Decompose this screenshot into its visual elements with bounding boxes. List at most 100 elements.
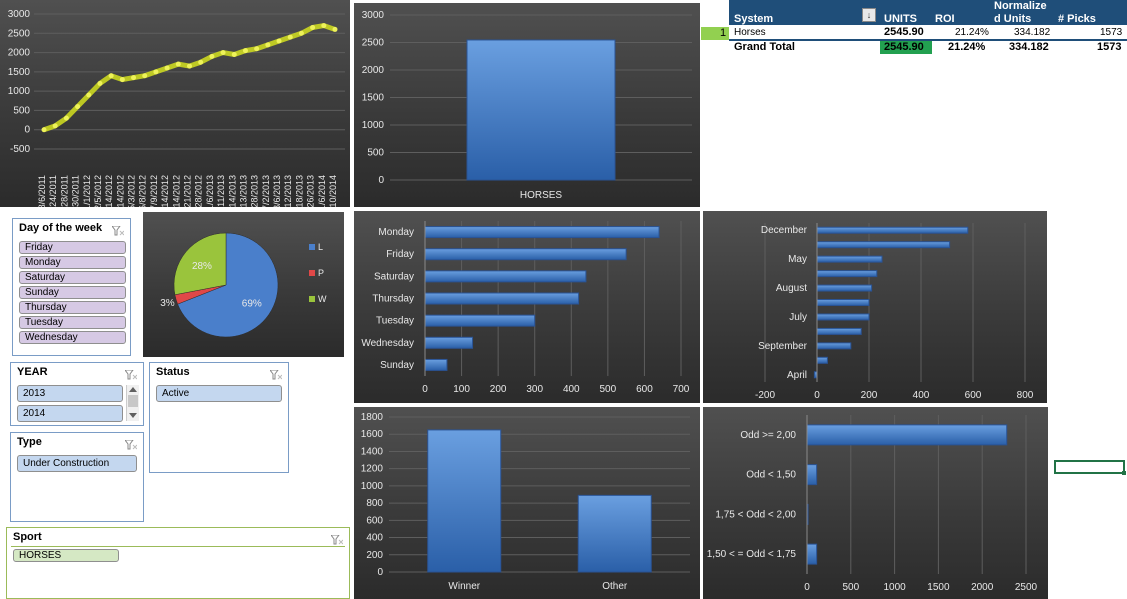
scroll-up-arrow-icon[interactable] [129,387,137,392]
x-tick-label: 200 [490,384,507,395]
bar [816,255,883,263]
y-tick-label: 1200 [361,464,384,475]
pivot-rank-cell[interactable] [701,27,729,40]
line-point [153,69,159,75]
scroll-down-arrow-icon[interactable] [129,413,137,418]
x-tick-label: 8/6/2013 [272,175,282,207]
line-point [198,59,204,65]
slicer-item-day-of-week[interactable]: Monday [19,256,126,269]
y-category-label: Odd < 1,50 [746,470,796,481]
bar [806,543,818,565]
y-tick-label: 500 [367,148,384,159]
clear-filter-icon[interactable] [269,367,283,380]
bar [816,342,852,350]
line-point [265,42,271,48]
x-tick-label: 11/26/2013 [306,175,316,207]
slicer-item-year[interactable]: 2014 [17,405,123,422]
bar [816,327,862,335]
x-tick-label: 2/5/2012 [93,175,103,207]
bar [806,464,818,486]
slicer-item-sport[interactable]: HORSES [13,549,119,562]
x-tick-label: 10/21/2012 [183,175,193,207]
pivot-row-roi[interactable]: 21.24% [955,27,989,38]
slicer-item-day-of-week[interactable]: Friday [19,241,126,254]
pivot-row-system[interactable]: Horses [734,27,766,38]
line-point [108,73,114,79]
y-category-label: Friday [386,249,414,260]
year-slicer-scrollbar[interactable] [126,385,139,421]
bar [816,284,873,292]
pivot-header-system[interactable]: System [734,13,774,25]
line-point [63,115,69,121]
month-bar-chart: -200 0 200 400 600 800 December May August July Se… [703,211,1047,403]
y-tick-label: 0 [378,175,384,186]
y-tick-label: 400 [366,533,383,544]
pivot-row-normalized[interactable]: 334.182 [1014,27,1051,38]
y-category-label: September [758,341,808,352]
pivot-header-normalize-line1[interactable]: Normalize [994,0,1047,12]
cumulative-units-line [43,23,336,133]
y-category-label: May [788,254,807,265]
x-tick-label: 400 [563,384,580,395]
pivot-total-picks[interactable]: 1573 [1097,41,1122,53]
line-point [75,104,81,110]
bar [816,226,969,234]
clear-filter-icon[interactable] [124,437,138,450]
clear-filter-icon[interactable] [330,532,344,545]
pivot-total-divider [729,39,1127,41]
pivot-total-roi[interactable]: 21.24% [948,41,986,53]
y-tick-label: 1500 [362,93,385,104]
selected-cell[interactable] [1054,460,1125,474]
pivot-header-units[interactable]: UNITS [884,13,917,25]
pie-data-label: 3% [160,298,175,309]
x-tick-label: 500 [600,384,617,395]
pivot-total-label: Grand Total [734,41,795,53]
filter-dropdown-icon[interactable]: ↓ [862,8,876,22]
pivot-header-normalize-line2[interactable]: d Units [994,13,1032,25]
type-slicer: Type Under Construction [10,432,144,522]
x-tick-label: 200 [861,390,878,401]
x-tick-label: 500 [842,582,859,593]
slicer-item-day-of-week[interactable]: Sunday [19,286,126,299]
pivot-row-picks[interactable]: 1573 [1100,27,1123,38]
x-tick-label: 8/14/2012 [160,175,170,207]
clear-filter-icon[interactable] [124,367,138,380]
clear-filter-icon[interactable] [111,223,125,236]
y-tick-label: 2500 [362,38,385,49]
pivot-header-roi[interactable]: ROI [935,13,955,25]
bar [424,314,536,327]
bar-winner [427,429,502,573]
legend-label: P [318,268,324,278]
x-tick-label: 9/12/2013 [283,175,293,207]
pivot-row-units[interactable]: 2545.90 [884,26,924,38]
selected-cell-fill-handle[interactable] [1122,471,1126,475]
y-category-label: August [776,283,807,294]
pivot-total-normalized[interactable]: 334.182 [1009,41,1049,53]
sport-slicer-underline [11,546,345,547]
slicer-item-day-of-week[interactable]: Saturday [19,271,126,284]
pivot-total-units-cell[interactable] [880,41,932,54]
x-tick-label: 5/3/2012 [127,175,137,207]
line-point [220,50,226,56]
y-tick-label: 1000 [361,481,384,492]
slicer-item-year[interactable]: 2013 [17,385,123,402]
slicer-item-status[interactable]: Active [156,385,282,402]
status-slicer: Status Active [149,362,289,473]
y-category-label: Saturday [374,271,414,282]
winner-other-bar-chart: 1800 1600 1400 1200 1000 800 600 400 200 0 Winner O… [354,407,700,599]
line-point [254,46,260,52]
x-tick-label: -200 [755,390,775,401]
y-category-label: Odd >= 2,00 [740,430,796,441]
slicer-item-type[interactable]: Under Construction [17,455,137,472]
y-tick-label: 500 [13,105,30,116]
scroll-thumb[interactable] [128,395,138,407]
bar-horses [466,39,616,181]
slicer-item-day-of-week[interactable]: Tuesday [19,316,126,329]
pie-slice-w [173,232,227,296]
slicer-item-day-of-week[interactable]: Thursday [19,301,126,314]
x-tick-label: 2500 [1015,582,1038,593]
pivot-header-picks[interactable]: # Picks [1058,13,1096,25]
x-tick-label: 2000 [971,582,994,593]
line-point [310,25,316,30]
slicer-item-day-of-week[interactable]: Wednesday [19,331,126,344]
